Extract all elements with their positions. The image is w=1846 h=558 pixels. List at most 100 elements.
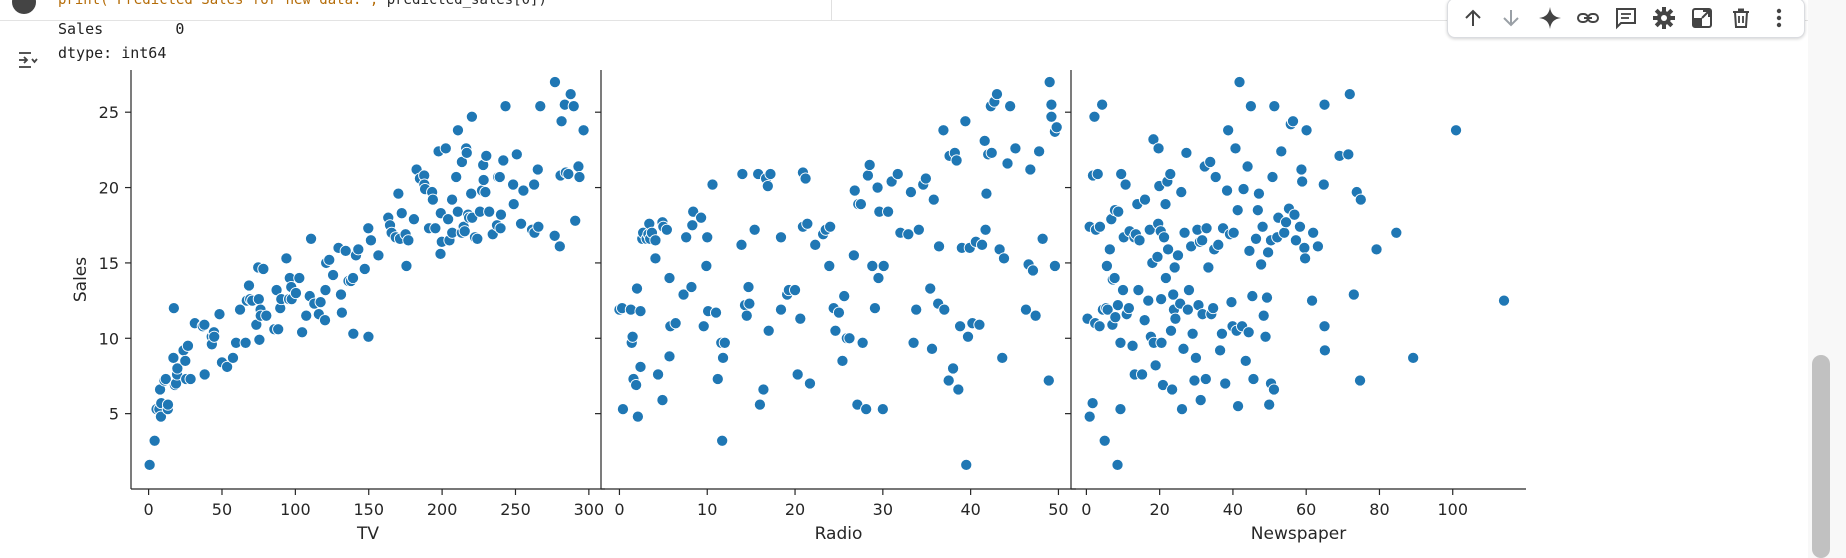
scatter-point	[978, 134, 991, 147]
scatter-point	[1196, 234, 1209, 247]
scatter-point	[697, 320, 710, 333]
more-button[interactable]	[1762, 1, 1796, 35]
scatter-point	[1088, 110, 1101, 123]
gemini-button[interactable]	[1533, 1, 1567, 35]
scatter-point	[1111, 299, 1124, 312]
scatter-point	[1136, 368, 1149, 381]
scatter-point	[1098, 434, 1111, 447]
scatter-point	[1209, 170, 1222, 184]
scatter-point	[213, 308, 226, 321]
scatter-point	[400, 259, 413, 272]
scatter-point	[823, 259, 836, 272]
scatter-point	[450, 170, 463, 184]
scatter-point	[1036, 232, 1049, 245]
scatter-point	[296, 326, 309, 339]
scatter-point	[1132, 284, 1145, 297]
scatter-point	[616, 403, 630, 416]
scatter-point	[1103, 243, 1116, 256]
scatter-point	[1237, 183, 1250, 196]
scatter-point	[1045, 110, 1058, 123]
scatter-point	[848, 184, 861, 197]
link-icon	[1576, 13, 1599, 23]
run-cell-icon[interactable]	[12, 0, 36, 14]
scatter-point	[362, 222, 375, 235]
mirror-cell-button[interactable]	[1685, 1, 1719, 35]
x-tick-label: 0	[1081, 500, 1091, 519]
scatter-point	[1091, 167, 1104, 181]
scatter-point	[334, 288, 348, 301]
scatter-point	[649, 234, 662, 247]
scatter-point	[1159, 271, 1172, 285]
scatter-point	[960, 458, 973, 471]
delete-button[interactable]	[1724, 1, 1758, 35]
scatter-point	[950, 154, 963, 167]
scatter-point	[663, 350, 676, 363]
scatter-point	[1169, 312, 1182, 325]
scatter-point	[143, 458, 156, 471]
x-tick-label: 100	[280, 500, 311, 519]
y-tick-label: 5	[109, 405, 119, 424]
x-tick-label: 20	[1149, 500, 1169, 519]
editor-divider	[831, 0, 832, 20]
comment-button[interactable]	[1609, 1, 1643, 35]
scrollbar-thumb[interactable]	[1812, 355, 1830, 558]
scatter-point	[762, 324, 775, 337]
scatter-point	[649, 252, 662, 265]
x-axis-label: TV	[356, 524, 379, 544]
scatter-point	[1083, 410, 1096, 423]
scatter-point	[757, 383, 770, 396]
scatter-point	[1042, 374, 1055, 387]
scatter-point	[1093, 320, 1106, 333]
scatter-point	[260, 309, 273, 322]
scatter-point	[184, 372, 197, 386]
scatter-point	[1215, 327, 1228, 340]
scatter-point	[1219, 377, 1232, 390]
scatter-point	[1159, 198, 1172, 211]
scatter-point	[1227, 226, 1240, 239]
scatter-point	[910, 303, 923, 316]
scatter-point	[1114, 336, 1127, 349]
scatter-point	[407, 213, 420, 226]
scatter-point	[327, 268, 340, 282]
scatter-point	[1178, 226, 1191, 239]
scatter-point	[564, 88, 577, 101]
scatter-point	[876, 403, 889, 416]
scatter-point	[1233, 76, 1246, 89]
scatter-point	[198, 368, 211, 381]
scatter-point	[507, 178, 520, 191]
scatter-point	[497, 154, 510, 167]
x-tick-label: 60	[1296, 500, 1316, 519]
move-up-button[interactable]	[1456, 1, 1490, 35]
move-down-button[interactable]	[1494, 1, 1528, 35]
scatter-point	[339, 244, 352, 257]
x-tick-label: 80	[1369, 500, 1389, 519]
output-actions-icon[interactable]	[14, 46, 42, 74]
settings-button[interactable]	[1647, 1, 1681, 35]
code-line[interactable]: print("Predicted Sales for new data:", p…	[58, 0, 547, 8]
scatter-point	[226, 351, 240, 364]
x-tick-label: 0	[614, 500, 624, 519]
scatter-point	[494, 208, 508, 221]
y-tick-label: 10	[99, 329, 119, 348]
cell-toolbar	[1447, 0, 1805, 38]
scatter-point	[446, 193, 459, 206]
scatter-point	[924, 282, 937, 295]
scatter-point	[1266, 170, 1279, 184]
scatter-point	[1221, 184, 1234, 197]
scatter-point	[1249, 232, 1263, 245]
scatter-point	[872, 271, 885, 285]
code-line-left: print("Predicted Sales for new data:",	[58, 0, 387, 8]
x-tick-label: 30	[873, 500, 893, 519]
scatter-point	[352, 243, 365, 256]
scatter-point	[1155, 293, 1168, 306]
x-tick-label: 50	[212, 500, 232, 519]
scatter-point	[1045, 98, 1058, 111]
scatter-point	[1342, 148, 1355, 161]
scatter-point	[742, 280, 755, 294]
scatter-point	[319, 284, 332, 297]
link-button[interactable]	[1571, 1, 1605, 35]
scatter-point	[832, 306, 845, 319]
scatter-point	[919, 172, 932, 185]
scatter-point	[634, 305, 647, 318]
scatter-point	[861, 169, 874, 182]
